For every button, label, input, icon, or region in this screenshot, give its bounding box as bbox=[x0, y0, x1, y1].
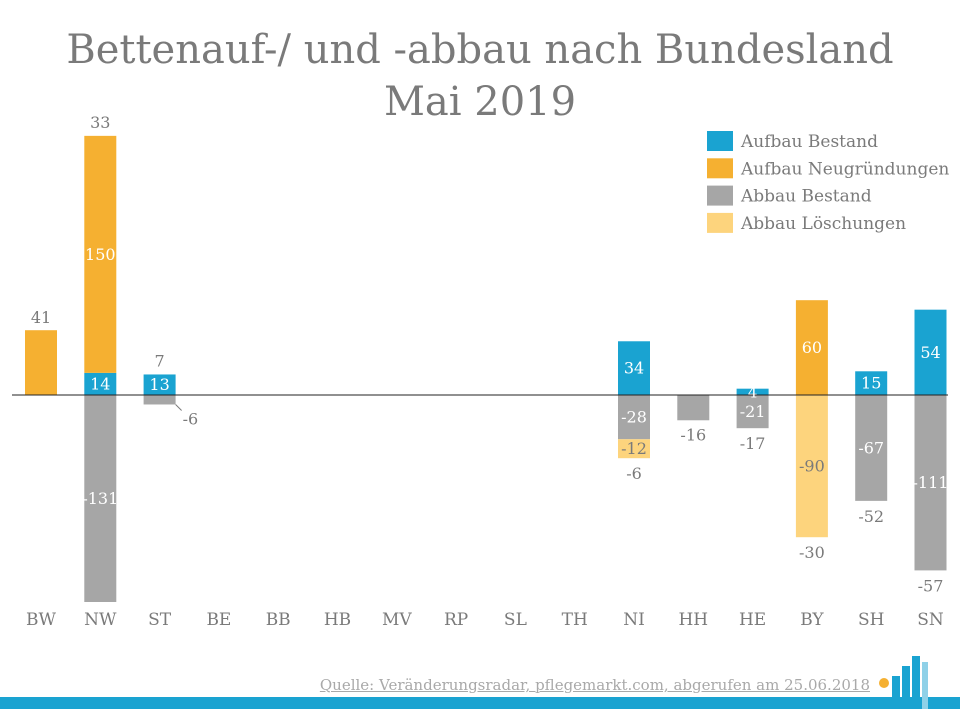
value-label-bw-aufbau-neugruendungen: 41 bbox=[31, 308, 51, 327]
footer-band bbox=[0, 697, 960, 709]
bar-by-abbau-loeschungen bbox=[795, 395, 828, 538]
bar-ni-abbau-loeschungen bbox=[618, 439, 650, 459]
x-tick-rp: RP bbox=[444, 610, 468, 630]
net-label-st: 7 bbox=[155, 351, 165, 370]
bar-sn-abbau-bestand bbox=[914, 395, 947, 571]
bar-st-aufbau-bestand bbox=[143, 374, 176, 395]
bar-nw-abbau-bestand bbox=[84, 395, 117, 602]
legend-swatch-aufbau-bestand bbox=[707, 131, 733, 151]
footer-logo-bar-4 bbox=[922, 662, 928, 709]
x-tick-hb: HB bbox=[324, 610, 351, 630]
x-tick-sn: SN bbox=[917, 610, 944, 630]
value-label-he-abbau-bestand: -21 bbox=[740, 402, 766, 421]
x-tick-sl: SL bbox=[504, 610, 527, 630]
bar-nw-aufbau-bestand bbox=[84, 372, 117, 395]
bar-bw-aufbau-neugruendungen bbox=[25, 330, 57, 395]
bar-sh-abbau-bestand bbox=[855, 395, 888, 501]
value-label-nw-aufbau-bestand: 14 bbox=[90, 374, 110, 393]
value-label-by-aufbau-neugruendungen: 60 bbox=[802, 338, 822, 357]
chart-title: Bettenauf-/ und -abbau nach Bundesland bbox=[66, 27, 894, 73]
x-tick-sh: SH bbox=[858, 610, 884, 630]
value-label-nw-abbau-bestand: -131 bbox=[82, 489, 118, 508]
value-label-sn-abbau-bestand: -111 bbox=[913, 473, 949, 492]
net-label-st-bottom: -6 bbox=[183, 409, 199, 428]
value-label-he-aufbau-bestand: 4 bbox=[748, 383, 758, 401]
bar-sn-aufbau-bestand bbox=[914, 309, 947, 395]
net-label-by-bottom: -30 bbox=[799, 543, 825, 562]
bar-by-aufbau-neugruendungen bbox=[795, 300, 828, 395]
x-tick-hh: HH bbox=[678, 610, 708, 630]
bar-st-abbau-bestand bbox=[143, 395, 176, 405]
value-label-sh-aufbau-bestand: 15 bbox=[861, 374, 881, 393]
bar-sh-aufbau-bestand bbox=[855, 371, 888, 395]
value-label-by-abbau-loeschungen: -90 bbox=[799, 457, 825, 476]
net-label-he-bottom: -17 bbox=[740, 434, 766, 453]
bar-nw-aufbau-neugruendungen bbox=[84, 135, 117, 373]
legend-swatch-abbau-bestand bbox=[707, 185, 733, 206]
value-label-st-aufbau-bestand: 13 bbox=[149, 375, 169, 394]
value-label-sn-aufbau-bestand: 54 bbox=[920, 343, 940, 362]
bar-he-aufbau-bestand bbox=[736, 388, 769, 395]
value-label-ni-abbau-bestand: -28 bbox=[621, 408, 647, 427]
net-label-sn-bottom: -57 bbox=[918, 576, 944, 595]
bar-ni-abbau-bestand bbox=[618, 395, 650, 440]
net-label-sh-bottom: -52 bbox=[858, 507, 884, 526]
value-label-hh-abbau-bestand: -16 bbox=[680, 425, 706, 444]
net-label-leader-st bbox=[175, 404, 182, 411]
x-tick-mv: MV bbox=[382, 610, 412, 630]
x-tick-he: HE bbox=[739, 610, 766, 630]
legend-label-aufbau-bestand: Aufbau Bestand bbox=[740, 132, 878, 152]
footer-logo-bar-2 bbox=[902, 666, 910, 709]
legend-label-abbau-loeschungen: Abbau Löschungen bbox=[740, 214, 906, 234]
bar-hh-abbau-bestand bbox=[677, 395, 710, 421]
legend-swatch-aufbau-neugruendungen bbox=[707, 158, 733, 179]
value-label-ni-abbau-loeschungen: -12 bbox=[621, 439, 647, 458]
legend-label-abbau-bestand: Abbau Bestand bbox=[740, 187, 872, 207]
bar-he-abbau-bestand bbox=[736, 395, 769, 429]
value-label-ni-aufbau-bestand: 34 bbox=[624, 359, 644, 378]
footer-dot bbox=[879, 678, 889, 688]
footer-logo-bar-1 bbox=[892, 676, 900, 709]
bar-ni-aufbau-bestand bbox=[618, 341, 650, 395]
net-label-nw: 33 bbox=[90, 113, 110, 132]
x-tick-ni: NI bbox=[623, 610, 645, 630]
footer-logo-bar-3 bbox=[912, 656, 920, 709]
value-label-nw-aufbau-neugruendungen: 150 bbox=[85, 245, 116, 264]
legend-label-aufbau-neugruendungen: Aufbau Neugründungen bbox=[740, 159, 949, 179]
x-tick-be: BE bbox=[206, 610, 231, 630]
x-tick-nw: NW bbox=[84, 610, 117, 630]
legend-swatch-abbau-loeschungen bbox=[707, 212, 733, 233]
source-note[interactable]: Quelle: Veränderungsradar, pflegemarkt.c… bbox=[319, 676, 870, 694]
value-label-sh-abbau-bestand: -67 bbox=[858, 438, 884, 457]
x-tick-bb: BB bbox=[266, 610, 291, 630]
x-tick-st: ST bbox=[148, 610, 172, 630]
x-tick-th: TH bbox=[562, 610, 588, 630]
chart-subtitle: Mai 2019 bbox=[383, 79, 577, 125]
x-tick-by: BY bbox=[800, 610, 824, 630]
net-label-ni-bottom: -6 bbox=[626, 464, 642, 483]
x-tick-bw: BW bbox=[26, 610, 56, 630]
